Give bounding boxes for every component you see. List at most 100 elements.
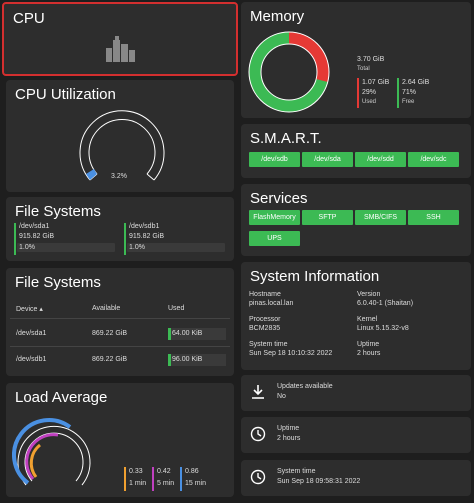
system-time-widget: System time Sun Sep 18 09:58:31 2022	[241, 460, 471, 496]
load-average-gauge	[12, 418, 91, 486]
clock-icon	[250, 426, 266, 442]
memory-used-label: Used	[362, 99, 377, 105]
uptime-value: 2 hours	[357, 350, 381, 357]
uptime-card-label: Uptime	[277, 425, 300, 432]
fs-item-sda1: /dev/sda1 915.82 GiB 1.0%	[14, 223, 115, 255]
version-label: Version	[357, 291, 381, 298]
load-1min-label: 1 min	[129, 480, 147, 487]
updates-value: No	[277, 393, 286, 400]
fs-item-usage-bar	[127, 243, 225, 252]
system-information-widget: System Information Hostname pinas.local.…	[241, 262, 471, 370]
table-cell-used: 64.00 KiB	[172, 330, 203, 337]
service-sftp[interactable]: SFTP	[302, 210, 353, 225]
memory-used-value: 1.07 GiB	[362, 79, 390, 86]
uptime-widget: Uptime 2 hours	[241, 417, 471, 453]
fs-item-percent: 1.0%	[129, 244, 145, 251]
smart-device-sdc[interactable]: /dev/sdc	[408, 152, 459, 167]
table-row[interactable]: /dev/sdb1 869.22 GiB 96.00 KiB	[10, 350, 230, 370]
table-cell-device: /dev/sda1	[16, 330, 47, 337]
memory-used-percent: 29%	[362, 89, 377, 96]
updates-label: Updates available	[277, 383, 333, 390]
sort-ascending-icon: ▴	[39, 306, 43, 313]
fs-item-size: 915.82 GiB	[19, 233, 55, 240]
smart-widget: S.M.A.R.T. /dev/sdb /dev/sda /dev/sdd /d…	[241, 124, 471, 178]
version-value: 6.0.40-1 (Shaitan)	[357, 300, 414, 307]
column-header-device[interactable]: Device ▴	[16, 305, 43, 313]
table-cell-used-bar: 64.00 KiB	[168, 328, 226, 340]
table-cell-used: 96.00 KiB	[172, 356, 203, 363]
fs-item-device: /dev/sdb1	[129, 223, 160, 230]
file-systems-title: File Systems	[15, 203, 101, 220]
cpu-utilization-value: 3.2%	[111, 173, 127, 180]
smart-device-sda[interactable]: /dev/sda	[302, 152, 353, 167]
memory-free-value: 2.64 GiB	[402, 79, 430, 86]
memory-title: Memory	[250, 8, 305, 25]
load-average-widget: Load Average 0.33 1 min 0.42 5 min 0.86 …	[6, 383, 234, 497]
uptime-label: Uptime	[357, 341, 380, 348]
column-header-used[interactable]: Used	[168, 305, 185, 312]
system-time-card-value: Sun Sep 18 09:58:31 2022	[277, 478, 361, 485]
processor-value: BCM2835	[249, 325, 281, 332]
load-average-title: Load Average	[15, 389, 108, 406]
cpu-utilization-title: CPU Utilization	[15, 86, 116, 103]
load-5min-value: 0.42	[157, 468, 171, 475]
system-information-title: System Information	[250, 268, 380, 285]
system-time-card-label: System time	[277, 468, 316, 475]
service-ssh[interactable]: SSH	[408, 210, 459, 225]
memory-free-label: Free	[402, 99, 415, 105]
table-row[interactable]: /dev/sda1 869.22 GiB 64.00 KiB	[10, 324, 230, 344]
fs-item-device: /dev/sda1	[19, 223, 50, 230]
load-15min-arc	[12, 418, 72, 485]
cpu-utilization-gauge-fill	[86, 169, 97, 180]
memory-free-percent: 71%	[402, 89, 417, 96]
updates-widget: Updates available No	[241, 375, 471, 411]
smart-device-sdd[interactable]: /dev/sdd	[355, 152, 406, 167]
table-cell-available: 869.22 GiB	[92, 330, 128, 337]
kernel-label: Kernel	[357, 316, 378, 323]
system-time-label: System time	[249, 341, 288, 348]
smart-device-sdb[interactable]: /dev/sdb	[249, 152, 300, 167]
load-15min-label: 15 min	[185, 480, 207, 487]
cpu-widget[interactable]: CPU	[2, 2, 238, 76]
load-1min-value: 0.33	[129, 468, 143, 475]
column-header-device-label: Device	[16, 306, 38, 313]
services-widget: Services FlashMemory SFTP SMB/CIFS SSH U…	[241, 184, 471, 256]
load-5min-label: 5 min	[157, 480, 175, 487]
kernel-value: Linux 5.15.32-v8	[357, 325, 409, 332]
service-flashmemory[interactable]: FlashMemory	[249, 210, 300, 225]
hostname-value: pinas.local.lan	[249, 300, 294, 307]
fs-item-size: 915.82 GiB	[129, 233, 165, 240]
file-systems-widget: File Systems /dev/sda1 915.82 GiB 1.0% /…	[6, 197, 234, 261]
file-systems-table-widget: File Systems Device ▴ Available Used /de…	[6, 268, 234, 376]
smart-title: S.M.A.R.T.	[250, 130, 322, 147]
cpu-utilization-gauge	[79, 110, 165, 181]
column-header-available[interactable]: Available	[92, 305, 121, 312]
memory-total-label: Total	[357, 66, 370, 72]
services-title: Services	[250, 190, 308, 207]
service-smb-cifs[interactable]: SMB/CIFS	[355, 210, 406, 225]
load-1min-arc	[29, 443, 42, 478]
cpu-utilization-widget: CPU Utilization 3.2%	[6, 80, 234, 192]
download-icon	[252, 385, 264, 399]
fs-item-sdb1: /dev/sdb1 915.82 GiB 1.0%	[124, 223, 226, 255]
table-cell-used-bar: 96.00 KiB	[168, 354, 226, 366]
memory-donut-chart	[248, 31, 330, 113]
table-cell-device: /dev/sdb1	[16, 356, 47, 363]
processor-label: Processor	[249, 316, 281, 323]
clock-icon	[250, 469, 266, 485]
load-5min-arc	[25, 433, 59, 480]
chart-placeholder-icon	[106, 36, 135, 62]
cpu-title: CPU	[13, 10, 45, 27]
fs-item-usage-bar	[17, 243, 115, 252]
uptime-card-value: 2 hours	[277, 435, 301, 442]
memory-donut-used	[249, 32, 329, 112]
memory-widget: Memory 3.70 GiB Total 1.07 GiB 29% Used …	[241, 2, 471, 118]
table-cell-available: 869.22 GiB	[92, 356, 128, 363]
file-systems-table-title: File Systems	[15, 274, 101, 291]
service-ups[interactable]: UPS	[249, 231, 300, 246]
memory-total-value: 3.70 GiB	[357, 56, 385, 63]
load-15min-value: 0.86	[185, 468, 199, 475]
system-time-value: Sun Sep 18 10:10:32 2022	[249, 350, 333, 357]
fs-item-percent: 1.0%	[19, 244, 35, 251]
hostname-label: Hostname	[249, 291, 281, 298]
